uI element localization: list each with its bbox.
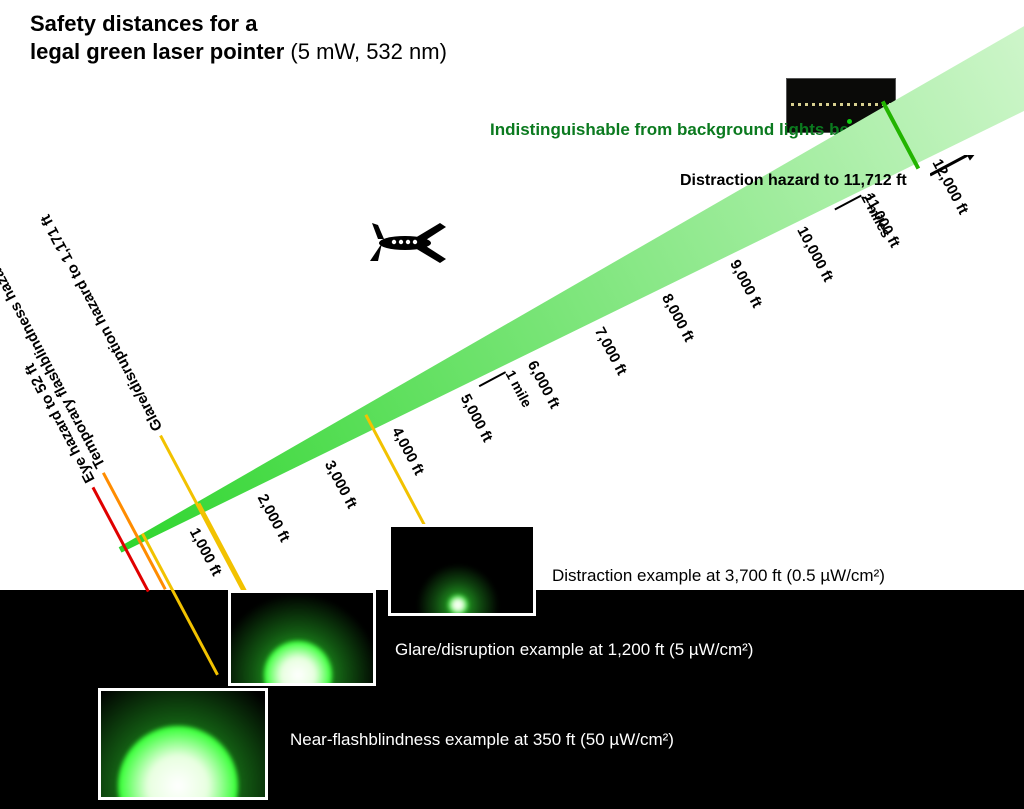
page-title: Safety distances for a legal green laser… xyxy=(30,10,447,65)
title-line1: Safety distances for a xyxy=(30,11,257,36)
caption-glare-ex: Glare/disruption example at 1,200 ft (5 … xyxy=(395,640,753,660)
sim-box-flash xyxy=(98,688,268,800)
glow-core-icon xyxy=(448,595,468,615)
beam-shape-icon xyxy=(97,0,1024,594)
laser-beam-axis: 1,000 ft2,000 ft3,000 ft4,000 ft5,000 ft… xyxy=(120,34,1024,551)
title-line2-bold: legal green laser pointer xyxy=(30,39,284,64)
sim-box-distract-ex xyxy=(388,524,536,616)
distraction-hazard-text: Distraction hazard to 11,712 ft xyxy=(680,172,907,189)
sim-box-glare-ex xyxy=(228,590,376,686)
caption-flash: Near-flashblindness example at 350 ft (5… xyxy=(290,730,674,750)
title-line2-normal: (5 mW, 532 nm) xyxy=(284,39,447,64)
beyond-arrow-icon xyxy=(930,155,990,188)
airplane-icon xyxy=(370,215,450,280)
distraction-hazard-label: Distraction hazard to 11,712 ft xyxy=(680,172,907,190)
caption-distract-ex: Distraction example at 3,700 ft (0.5 µW/… xyxy=(552,566,885,586)
